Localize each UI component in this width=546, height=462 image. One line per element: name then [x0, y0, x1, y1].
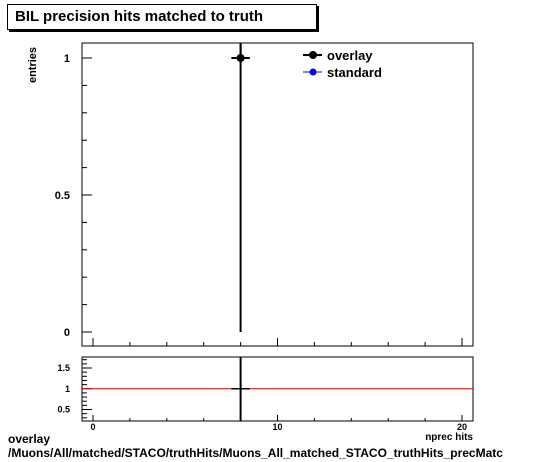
x-tick-label: 20	[457, 422, 467, 432]
legend-standard-label: standard	[327, 65, 382, 80]
y-tick-label: 0.5	[55, 190, 70, 202]
title-box: BIL precision hits matched to truth	[7, 4, 317, 30]
plot-title: BIL precision hits matched to truth	[15, 8, 264, 25]
y-tick-label: 0	[64, 327, 70, 339]
y-axis-label: entries	[27, 47, 39, 83]
legend-overlay-marker	[309, 51, 317, 59]
legend-overlay-label: overlay	[327, 48, 373, 63]
ratio-y-tick-label: 1	[65, 384, 70, 394]
footer-label: overlay	[8, 432, 51, 446]
legend-standard-marker	[309, 68, 317, 76]
ratio-y-tick-label: 0.5	[57, 405, 70, 415]
x-tick-label: 0	[90, 422, 95, 432]
x-tick-label: 10	[272, 422, 282, 432]
x-axis-label: nprec hits	[425, 432, 473, 443]
y-tick-label: 1	[64, 53, 70, 65]
main-plot-frame	[81, 42, 474, 347]
ratio-y-tick-label: 1.5	[57, 363, 70, 373]
footer-path: /Muons/All/matched/STACO/truthHits/Muons…	[8, 446, 503, 460]
